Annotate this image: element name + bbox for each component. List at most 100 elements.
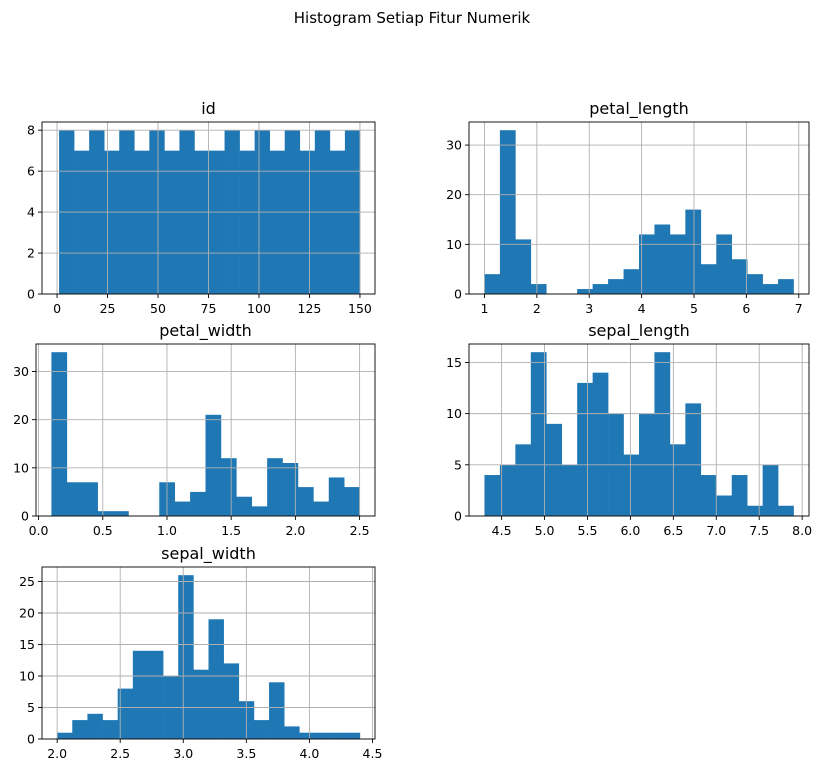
histogram-bar xyxy=(731,475,748,516)
histogram-bar xyxy=(654,224,671,294)
x-tick-label: 3 xyxy=(585,301,593,316)
x-tick-label: 5.5 xyxy=(578,523,598,538)
histogram-bar xyxy=(344,487,360,516)
histogram-bar xyxy=(57,732,73,739)
x-tick-label: 2.5 xyxy=(350,523,370,538)
histogram-bar xyxy=(329,150,346,294)
x-tick-label: 8.0 xyxy=(792,523,812,538)
histogram-bar xyxy=(515,444,532,516)
x-tick-label: 100 xyxy=(247,301,271,316)
subplot-title: sepal_width xyxy=(161,544,256,564)
histogram-bar xyxy=(117,688,134,739)
histogram-bar xyxy=(205,414,222,516)
histogram-bar xyxy=(344,732,361,739)
histogram-bar xyxy=(592,284,609,294)
histogram-bar xyxy=(499,464,516,516)
histogram-bar xyxy=(669,234,686,294)
y-tick-label: 10 xyxy=(446,237,462,252)
histogram-bar xyxy=(685,403,702,516)
histogram-bar xyxy=(328,477,345,516)
y-tick-label: 5 xyxy=(27,700,35,715)
histogram-bar xyxy=(134,150,150,294)
x-tick-label: 50 xyxy=(150,301,166,316)
x-tick-label: 5 xyxy=(690,301,698,316)
histogram-bar xyxy=(623,269,640,294)
axes-frame xyxy=(468,121,810,295)
histogram-bar xyxy=(82,482,98,516)
histogram-bar xyxy=(102,720,118,739)
y-tick-label: 0 xyxy=(454,509,462,524)
histogram-bar xyxy=(731,259,748,294)
y-tick-label: 4 xyxy=(27,205,35,220)
histogram-bar xyxy=(282,463,299,516)
histogram-bar xyxy=(72,720,88,739)
histogram-bar xyxy=(592,372,609,516)
histogram-bar xyxy=(747,505,763,516)
x-tick-label: 6.0 xyxy=(620,523,640,538)
histogram-bar xyxy=(253,720,270,739)
x-tick-label: 2.5 xyxy=(110,746,130,761)
histogram-bar xyxy=(700,264,717,294)
histogram-bar xyxy=(164,150,180,294)
histogram-bar xyxy=(236,496,253,516)
histogram-bar xyxy=(87,713,103,739)
histogram-bar xyxy=(639,234,655,294)
histogram-bar xyxy=(269,682,285,739)
y-tick-label: 30 xyxy=(13,364,29,379)
histogram-bar xyxy=(778,505,794,516)
histogram-bar xyxy=(220,458,237,516)
histogram-bar xyxy=(314,732,330,739)
y-tick-label: 10 xyxy=(13,460,29,475)
histogram-bar xyxy=(623,454,640,516)
axes-frame xyxy=(41,566,376,740)
subplot-petal-length: 1 2 3 4 5 6 7 0 10 20 30 petal_length xyxy=(446,99,810,316)
subplot-sepal-length: 4.5 5.0 5.5 6.0 6.5 7.0 7.5 8.0 0 5 10 15 sepal_leng… xyxy=(446,321,812,538)
histogram-bar xyxy=(484,475,501,516)
histogram-bar xyxy=(762,284,779,294)
x-tick-label: 1.5 xyxy=(221,523,241,538)
y-tick-label: 5 xyxy=(454,457,462,472)
x-tick-label: 2.0 xyxy=(285,523,305,538)
histogram-bar xyxy=(716,495,733,516)
y-tick-label: 10 xyxy=(19,668,35,683)
y-tick-label: 20 xyxy=(13,412,29,427)
histogram-bar xyxy=(223,663,240,739)
histogram-bar xyxy=(174,501,191,516)
histogram-bar xyxy=(608,279,624,294)
histogram-bar xyxy=(251,506,268,516)
histogram-bar xyxy=(313,501,330,516)
subplot-id: 0 25 50 75 100 125 150 0 2 4 6 8 id xyxy=(27,99,376,316)
histogram-bar xyxy=(499,130,516,294)
x-tick-label: 75 xyxy=(201,301,217,316)
y-tick-label: 0 xyxy=(27,287,35,302)
histogram-bar xyxy=(178,575,194,739)
y-tick-label: 8 xyxy=(27,123,35,138)
y-tick-label: 15 xyxy=(19,637,35,652)
x-tick-label: 0 xyxy=(53,301,61,316)
histogram-bar xyxy=(51,352,68,516)
histogram-bar xyxy=(716,234,733,294)
histogram-bar xyxy=(515,239,532,294)
histogram-bar xyxy=(577,289,593,294)
axes-frame xyxy=(468,343,810,517)
histogram-bar xyxy=(147,650,164,739)
subplot-petal-width: 0.0 0.5 1.0 1.5 2.0 2.5 0 10 20 30 petal_width xyxy=(13,321,376,538)
histogram-bar xyxy=(104,150,120,294)
histogram-bar xyxy=(299,150,316,294)
x-tick-label: 5.0 xyxy=(535,523,555,538)
x-tick-label: 1 xyxy=(480,301,488,316)
x-tick-label: 2.0 xyxy=(47,746,67,761)
histogram-bar xyxy=(297,487,314,516)
histogram-bar xyxy=(299,732,315,739)
histogram-bar xyxy=(209,150,225,294)
histogram-bar xyxy=(530,352,547,516)
y-tick-label: 6 xyxy=(27,164,35,179)
x-tick-label: 0.5 xyxy=(93,523,113,538)
x-tick-label: 1.0 xyxy=(157,523,177,538)
x-tick-label: 7 xyxy=(795,301,803,316)
histogram-bar xyxy=(239,150,255,294)
histogram-bar xyxy=(194,150,210,294)
x-tick-label: 0.0 xyxy=(29,523,49,538)
histogram-bar xyxy=(66,482,83,516)
